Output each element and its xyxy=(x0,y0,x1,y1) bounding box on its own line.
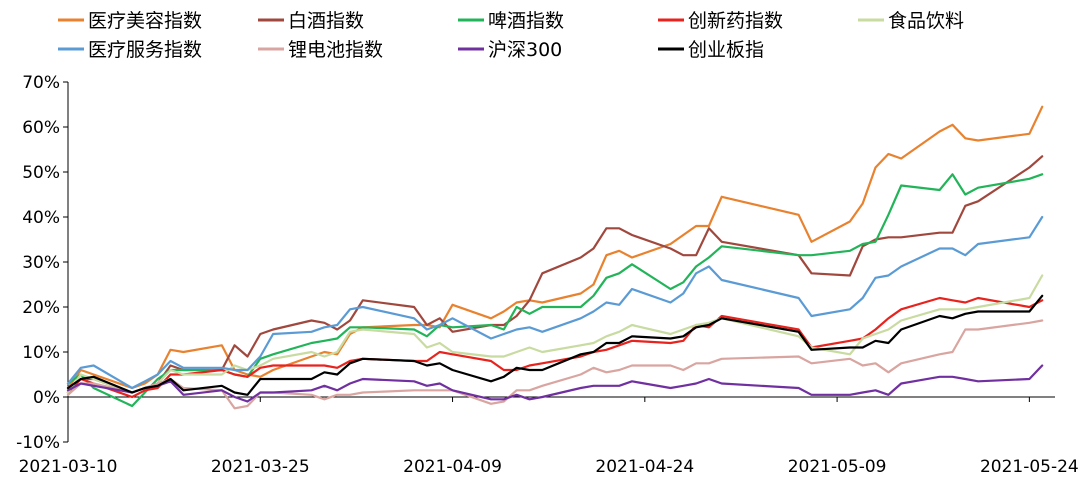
legend-item-0: 医疗美容指数 xyxy=(58,10,202,32)
y-tick-label: 50% xyxy=(22,163,60,183)
legend-label: 白酒指数 xyxy=(288,10,364,32)
y-axis: -10% 0% 10% 20% 30% 40% 50% 60% 70% xyxy=(16,73,69,453)
legend-item-7: 沪深300 xyxy=(458,39,562,61)
legend-label: 食品饮料 xyxy=(888,10,964,32)
series-line-3 xyxy=(66,296,1044,399)
series-line-6 xyxy=(66,319,1044,410)
series-line-0 xyxy=(66,105,1044,390)
legend-item-1: 白酒指数 xyxy=(258,10,364,32)
legend-item-3: 创新药指数 xyxy=(658,10,783,32)
y-tick-label: 60% xyxy=(22,118,60,138)
legend-label: 沪深300 xyxy=(488,39,562,61)
y-tick-label: 30% xyxy=(22,253,60,273)
y-tick-label: 70% xyxy=(22,73,60,93)
y-tick-label: 40% xyxy=(22,208,60,228)
legend-label: 医疗美容指数 xyxy=(88,10,202,32)
y-tick-label: 20% xyxy=(22,298,60,318)
legend-item-2: 啤酒指数 xyxy=(458,10,564,32)
legend-item-8: 创业板指 xyxy=(658,39,764,61)
y-tick-label: 10% xyxy=(22,343,60,363)
series-line-5 xyxy=(66,215,1044,390)
legend-label: 啤酒指数 xyxy=(488,10,564,32)
series-line-1 xyxy=(66,155,1044,394)
plot-lines xyxy=(66,105,1044,410)
x-tick-label: 2021-03-25 xyxy=(211,457,310,477)
legend-item-6: 锂电池指数 xyxy=(258,39,383,61)
series-line-8 xyxy=(66,294,1044,396)
legend-label: 创新药指数 xyxy=(688,10,783,32)
x-tick-label: 2021-04-09 xyxy=(403,457,502,477)
legend-label: 锂电池指数 xyxy=(288,39,383,61)
legend-label: 创业板指 xyxy=(688,39,764,61)
x-tick-label: 2021-03-10 xyxy=(19,457,118,477)
x-axis: 2021-03-10 2021-03-25 2021-04-09 2021-04-24… xyxy=(19,396,1079,477)
legend-label: 医疗服务指数 xyxy=(88,39,202,61)
legend-item-5: 医疗服务指数 xyxy=(58,39,202,61)
x-tick-label: 2021-05-09 xyxy=(788,457,887,477)
x-tick-label: 2021-05-24 xyxy=(980,457,1079,477)
series-line-4 xyxy=(66,274,1044,394)
y-tick-label: 0% xyxy=(33,388,60,408)
legend-item-4: 食品饮料 xyxy=(858,10,964,32)
x-tick-label: 2021-04-24 xyxy=(595,457,694,477)
series-line-7 xyxy=(66,364,1044,403)
y-tick-label: -10% xyxy=(16,433,60,453)
